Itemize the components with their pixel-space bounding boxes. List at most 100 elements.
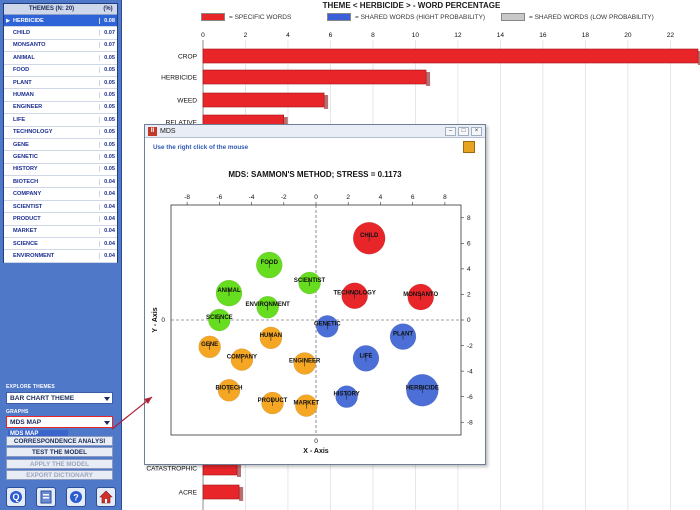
themes-table-row[interactable]: TECHNOLOGY 0.05 (4, 127, 117, 139)
themes-table-row[interactable]: GENETIC 0.05 (4, 151, 117, 164)
themes-table-row[interactable]: PRODUCT 0.04 (4, 213, 117, 226)
info-icon[interactable]: Q (6, 487, 26, 507)
axis-tick-label: 20 (624, 32, 632, 39)
y-tick-label: 8 (467, 215, 471, 222)
bar-category-label: HERBICIDE (161, 75, 198, 82)
apply-model-button[interactable]: APPLY THE MODEL (6, 459, 113, 469)
x-tick-label: 2 (346, 194, 350, 201)
themes-table-row[interactable]: LIFE 0.05 (4, 114, 117, 127)
themes-table-row[interactable]: BIOTECH 0.04 (4, 176, 117, 189)
themes-table-row[interactable]: ANIMAL 0.05 (4, 52, 117, 65)
themes-table-row[interactable]: HUMAN 0.05 (4, 89, 117, 102)
theme-value: 0.04 (99, 215, 117, 222)
y-tick-label: 6 (467, 241, 471, 248)
home-icon[interactable] (96, 487, 116, 507)
bar (202, 69, 427, 85)
themes-table-row[interactable]: GENE 0.05 (4, 139, 117, 152)
mds-point-label: ANIMAL (217, 288, 241, 294)
explore-themes-select[interactable]: BAR CHART THEME (6, 392, 113, 404)
help-icon[interactable]: ? (66, 487, 86, 507)
themes-header-value: (%) (103, 6, 113, 12)
themes-table-row[interactable]: CHILD 0.07 (4, 27, 117, 40)
y-axis-label: Y - Axis (152, 307, 159, 332)
svg-text:?: ? (73, 493, 79, 503)
theme-name: HISTORY (13, 166, 38, 173)
themes-table-row[interactable]: MONSANTO 0.07 (4, 40, 117, 53)
left-panel: THEMES (N: 20) (%) ▶ HERBICIDE 0.08 CHILD 0.… (0, 0, 122, 510)
themes-table-row[interactable]: SCIENTIST 0.04 (4, 201, 117, 214)
mds-plot-title: MDS: SAMMON'S METHOD; STRESS = 0.1173 (228, 170, 402, 179)
theme-value: 0.08 (99, 17, 117, 24)
themes-table-row[interactable]: ENGINEER 0.05 (4, 102, 117, 115)
y-tick-label: 4 (467, 266, 471, 273)
legend-shared-low: = SHARED WORDS (LOW PROBABILITY) (501, 12, 654, 22)
save-icon[interactable] (463, 141, 475, 153)
mds-point-label: ENGINEER (289, 358, 321, 364)
theme-value: 0.05 (99, 129, 117, 136)
legend-specific-text: = SPECIFIC WORDS (229, 13, 292, 21)
axis-tick-label: 18 (582, 32, 590, 39)
explore-themes-label: EXPLORE THEMES (6, 384, 55, 390)
theme-name: MONSANTO (13, 42, 46, 49)
export-dictionary-button[interactable]: EXPORT DICTIONARY (6, 470, 113, 480)
y-tick-label: -2 (467, 343, 473, 350)
app-icon: II (148, 126, 157, 136)
mds-titlebar[interactable]: II MDS – □ × (145, 125, 485, 138)
maximize-icon[interactable]: □ (458, 126, 469, 136)
theme-name: COMPANY (13, 191, 42, 198)
theme-value: 0.04 (99, 240, 117, 247)
theme-value: 0.05 (99, 104, 117, 111)
themes-table-row[interactable]: FOOD 0.05 (4, 65, 117, 77)
bar-category-label: WEED (177, 98, 197, 105)
theme-value: 0.05 (99, 92, 117, 99)
legend-swatch-blue (327, 13, 351, 21)
themes-table-row[interactable]: ENVIRONMENT 0.04 (4, 250, 117, 263)
minimize-icon[interactable]: – (445, 126, 456, 136)
theme-value: 0.04 (99, 191, 117, 198)
themes-table-row[interactable]: COMPANY 0.04 (4, 188, 117, 201)
x-tick-label: 0 (314, 194, 318, 201)
y-tick-label: -8 (467, 419, 473, 426)
row-indicator-icon: ▶ (6, 17, 10, 24)
themes-table: THEMES (N: 20) (%) ▶ HERBICIDE 0.08 CHILD 0.… (3, 3, 118, 263)
notebook-icon[interactable] (36, 487, 56, 507)
themes-table-row[interactable]: SCIENCE 0.04 (4, 238, 117, 251)
bar-category-label: ACRE (179, 490, 198, 497)
chevron-down-icon (104, 421, 110, 425)
bar (202, 48, 699, 64)
theme-value: 0.05 (99, 79, 117, 86)
mds-plot-svg[interactable]: -8 -6 -4 -2 0 0 2 4 6 8 8 6 4 2 0 0 -2 -4 -6 -8 X - Axis Y - … (145, 185, 485, 460)
graphs-dropdown-item-mds[interactable]: MDS MAP (8, 430, 68, 438)
bar-category-label: CROP (178, 54, 198, 61)
svg-text:Q: Q (12, 492, 19, 502)
mds-point-label: FOOD (261, 260, 279, 266)
close-icon[interactable]: × (471, 126, 482, 136)
theme-name: TECHNOLOGY (13, 129, 53, 136)
test-model-button[interactable]: TEST THE MODEL (6, 447, 113, 457)
axis-tick-label: 16 (539, 32, 547, 39)
legend-shared-low-text: = SHARED WORDS (LOW PROBABILITY) (529, 13, 654, 21)
bar-shadow (239, 487, 244, 501)
theme-name: HERBICIDE (13, 17, 44, 24)
bar-category-label: CATASTROPHIC (146, 466, 197, 473)
graphs-select[interactable]: MDS MAP (6, 416, 113, 428)
mds-point-label: MARKET (293, 401, 319, 407)
theme-name: ANIMAL (13, 54, 35, 61)
bar-shadow (426, 72, 431, 86)
mds-point-label: COMPANY (227, 355, 257, 361)
themes-header-name: THEMES (N: 20) (28, 6, 75, 12)
correspondence-analysis-button[interactable]: CORRESPONDENCE ANALYSI (6, 436, 113, 446)
theme-name: SCIENCE (13, 240, 38, 247)
bar-chart-title: THEME < HERBICIDE > - WORD PERCENTAGE (322, 1, 501, 10)
x-tick-label: -6 (216, 194, 222, 201)
mds-window[interactable]: II MDS – □ × Use the right click of the … (144, 124, 486, 465)
themes-table-row[interactable]: HISTORY 0.05 (4, 164, 117, 177)
legend-swatch-red (201, 13, 225, 21)
themes-table-row[interactable]: ▶ HERBICIDE 0.08 (4, 15, 117, 28)
themes-table-row[interactable]: PLANT 0.05 (4, 77, 117, 90)
theme-value: 0.07 (99, 30, 117, 37)
theme-name: MARKET (13, 228, 37, 235)
themes-table-row[interactable]: MARKET 0.04 (4, 226, 117, 239)
axis-tick-label: 12 (454, 32, 462, 39)
bar (202, 92, 325, 108)
